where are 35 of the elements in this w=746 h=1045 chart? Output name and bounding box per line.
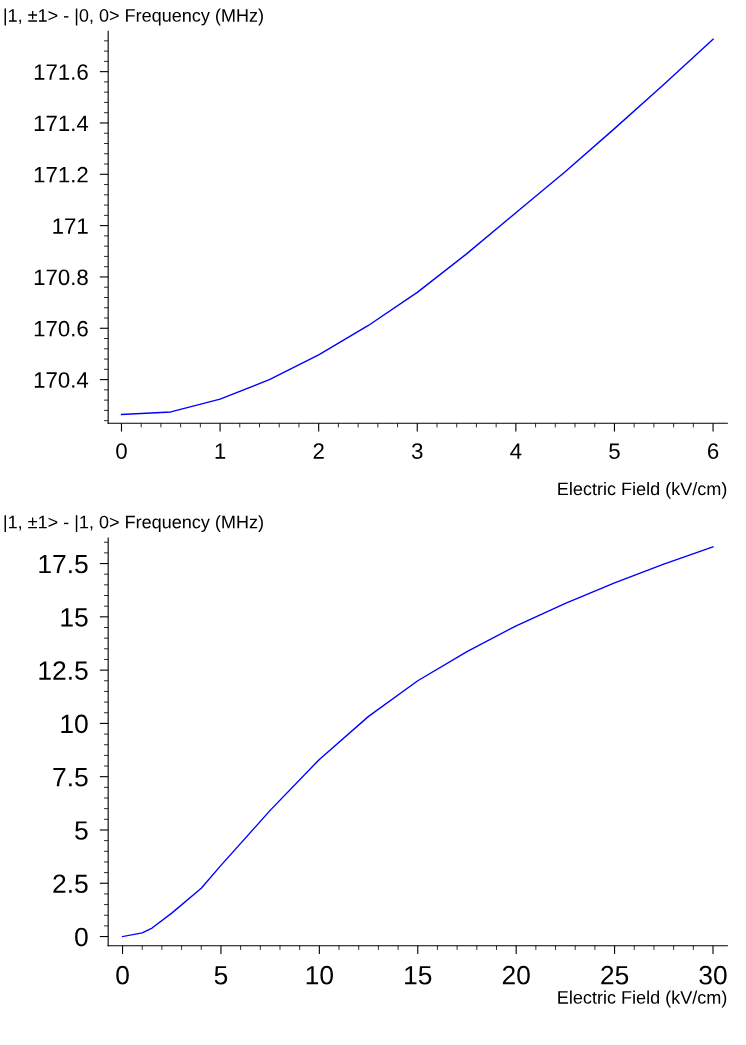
x-tick-label: 4	[510, 443, 522, 459]
x-tick-label: 15	[405, 966, 432, 985]
y-tick-label: 170.4	[34, 372, 89, 388]
y-tick-label: 0	[75, 927, 88, 947]
x-tick-label: 25	[601, 965, 629, 985]
y-tick-label: 17.5	[39, 554, 88, 574]
x-tick-label: 6	[708, 443, 719, 459]
y-tick-label: 10	[61, 714, 88, 734]
y-axis-title: |1, ±1> - |0, 0> Frequency (MHz)	[4, 8, 263, 26]
x-tick-label: 1	[215, 443, 226, 459]
x-tick-label: 20	[502, 965, 530, 985]
line-series	[121, 546, 714, 938]
y-tick-label: 171.2	[34, 166, 88, 183]
y-tick-label: 12.5	[39, 661, 88, 680]
x-axis-title: Electric Field (kV/cm)	[558, 990, 727, 1008]
y-axis-title: |1, ±1> - |1, 0> Frequency (MHz)	[4, 515, 263, 533]
x-tick-label: 3	[411, 443, 423, 459]
y-tick-label: 5	[75, 821, 88, 840]
x-tick-label: 2	[313, 443, 324, 459]
x-tick-label: 0	[116, 443, 127, 459]
line-series	[120, 38, 714, 416]
x-tick-label: 30	[699, 965, 727, 985]
y-tick-label: 15	[61, 608, 88, 627]
y-tick-label: 171.4	[34, 115, 89, 132]
x-tick-label: 5	[609, 443, 620, 459]
y-tick-label: 7.5	[53, 768, 88, 787]
x-tick-label: 0	[116, 965, 129, 985]
y-tick-label: 170.8	[34, 269, 88, 286]
x-axis-title: Electric Field (kV/cm)	[558, 482, 727, 499]
y-tick-label: 2.5	[53, 874, 88, 894]
x-tick-label: 5	[214, 966, 228, 985]
y-tick-label: 171.6	[34, 64, 88, 80]
y-tick-label: 171	[53, 218, 88, 234]
y-tick-label: 170.6	[34, 320, 88, 337]
x-tick-label: 10	[306, 965, 333, 985]
